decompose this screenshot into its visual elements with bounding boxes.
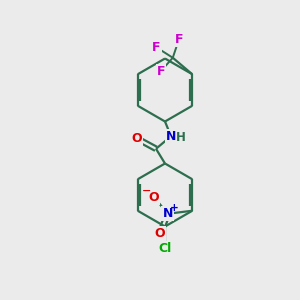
Text: F: F xyxy=(157,65,165,78)
Text: H: H xyxy=(176,131,185,144)
Text: O: O xyxy=(149,191,160,204)
Text: O: O xyxy=(155,227,166,240)
Text: N: N xyxy=(166,130,176,143)
Text: −: − xyxy=(142,186,152,196)
Text: O: O xyxy=(131,132,142,145)
Text: Cl: Cl xyxy=(158,242,172,255)
Text: N: N xyxy=(163,207,173,220)
Text: F: F xyxy=(152,41,160,54)
Text: F: F xyxy=(175,33,183,46)
Text: +: + xyxy=(170,203,179,213)
